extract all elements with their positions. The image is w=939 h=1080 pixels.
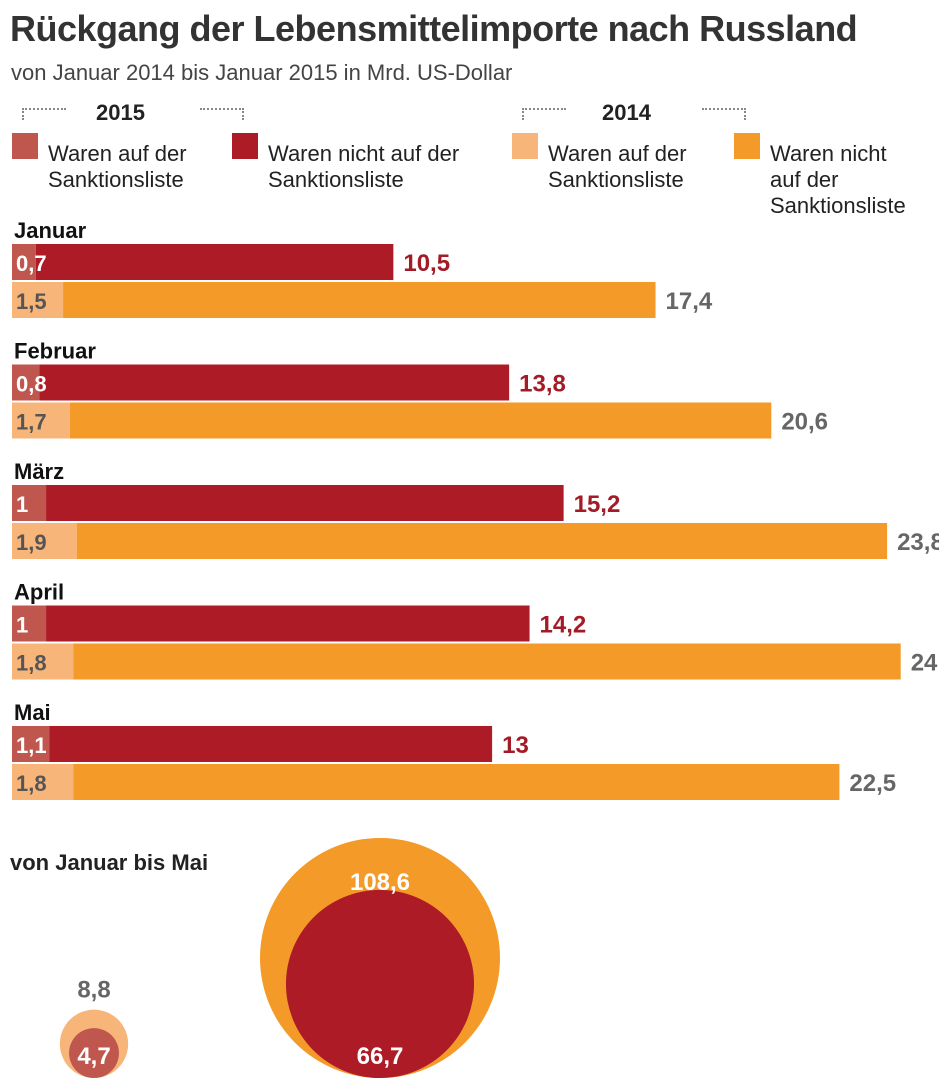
legend-line: Waren nicht [770,141,887,166]
data-label-2014-sanctioned: 1,9 [16,530,47,555]
month-label: März [14,459,64,484]
summary-title: von Januar bis Mai [10,850,209,875]
bar-2015-non-sanctioned [49,726,493,762]
legend-line: Sanktionsliste [548,167,684,192]
bar-2014-non-sanctioned [69,402,772,439]
bar-2014-sanctioned [12,282,64,318]
summary-circle-2015-sanctioned [69,1028,119,1078]
legend-label-2014-non-sanctioned: Waren nicht auf der Sanktionsliste [770,141,906,219]
legend-swatch-2015-sanctioned [12,133,38,159]
summary-circle-2015-non-sanctioned [285,889,475,1078]
chart-subtitle: von Januar 2014 bis Januar 2015 in Mrd. … [11,60,513,85]
legend-year-2015: 2015 [96,100,145,125]
bar-2014-non-sanctioned [73,764,840,800]
legend-bracket-left-2014 [522,108,566,120]
data-label-2014-sanctioned: 1,8 [16,771,47,796]
bar-2015-sanctioned [12,244,36,280]
bar-2014-sanctioned [12,523,77,559]
data-label-2014-non-sanctioned: 17,4 [666,288,713,315]
bar-2014-sanctioned [12,402,70,439]
month-label: Mai [14,700,51,725]
legend-line: Waren auf der [548,141,687,166]
summary-label-2014-non-sanctioned: 108,6 [350,869,410,896]
bar-2014-non-sanctioned [63,282,656,318]
data-label-2014-non-sanctioned: 24,3 [911,650,939,677]
legend-line: Sanktionsliste [268,167,404,192]
data-label-2014-non-sanctioned: 22,5 [849,770,896,797]
data-label-2015-sanctioned: 0,8 [16,372,47,397]
legend-swatch-2014-sanctioned [512,133,538,159]
bar-2014-sanctioned [12,764,74,800]
data-label-2014-non-sanctioned: 23,8 [897,529,939,556]
bar-2015-non-sanctioned [39,364,510,401]
data-label-2015-non-sanctioned: 13 [502,732,529,759]
bar-2015-sanctioned [12,605,47,642]
legend-line: Sanktionsliste [48,167,184,192]
bar-2015-non-sanctioned [46,485,564,521]
data-label-2015-non-sanctioned: 15,2 [574,491,621,518]
data-label-2015-non-sanctioned: 10,5 [403,250,450,277]
bar-2014-non-sanctioned [76,523,888,559]
bar-2014-sanctioned [12,643,74,680]
legend-line: Waren auf der [48,141,187,166]
bar-2015-non-sanctioned [46,605,530,642]
legend-bracket-left-2015 [22,108,66,120]
legend-bracket-right-2015 [200,108,244,120]
legend-label-2015-non-sanctioned: Waren nicht auf der Sanktionsliste [268,141,459,193]
legend-bracket-right-2014 [702,108,746,120]
data-label-2014-non-sanctioned: 20,6 [781,409,828,436]
summary-label-2014-sanctioned: 8,8 [77,977,110,1004]
legend-swatch-2014-non-sanctioned [734,133,760,159]
legend-line: Waren nicht auf der [268,141,460,166]
data-label-2014-sanctioned: 1,8 [16,651,47,676]
legend-line: auf der [770,167,839,192]
bar-2014-non-sanctioned [73,643,901,680]
bar-2015-sanctioned [12,485,47,521]
summary-label-2015-sanctioned: 4,7 [77,1043,110,1070]
legend-swatch-2015-non-sanctioned [232,133,258,159]
bar-2015-non-sanctioned [35,244,394,280]
bar-2015-sanctioned [12,726,50,762]
bar-2015-sanctioned [12,364,40,401]
legend-label-2015-sanctioned: Waren auf der Sanktionsliste [48,141,187,193]
data-label-2015-sanctioned: 0,7 [16,251,47,276]
data-label-2014-sanctioned: 1,7 [16,410,47,435]
data-label-2015-non-sanctioned: 14,2 [540,612,587,639]
month-label: Februar [14,339,96,364]
legend-label-2014-sanctioned: Waren auf der Sanktionsliste [548,141,687,193]
summary-label-2015-non-sanctioned: 66,7 [357,1043,404,1070]
data-label-2015-sanctioned: 1 [16,492,28,517]
month-label: April [14,580,64,605]
legend-year-2014: 2014 [602,100,651,125]
month-label: Januar [14,218,87,243]
data-label-2014-sanctioned: 1,5 [16,289,47,314]
data-label-2015-sanctioned: 1 [16,613,28,638]
data-label-2015-sanctioned: 1,1 [16,733,47,758]
chart-title: Rückgang der Lebensmittelimporte nach Ru… [10,8,858,49]
data-label-2015-non-sanctioned: 13,8 [519,371,566,398]
legend-line: Sanktionsliste [770,193,906,218]
